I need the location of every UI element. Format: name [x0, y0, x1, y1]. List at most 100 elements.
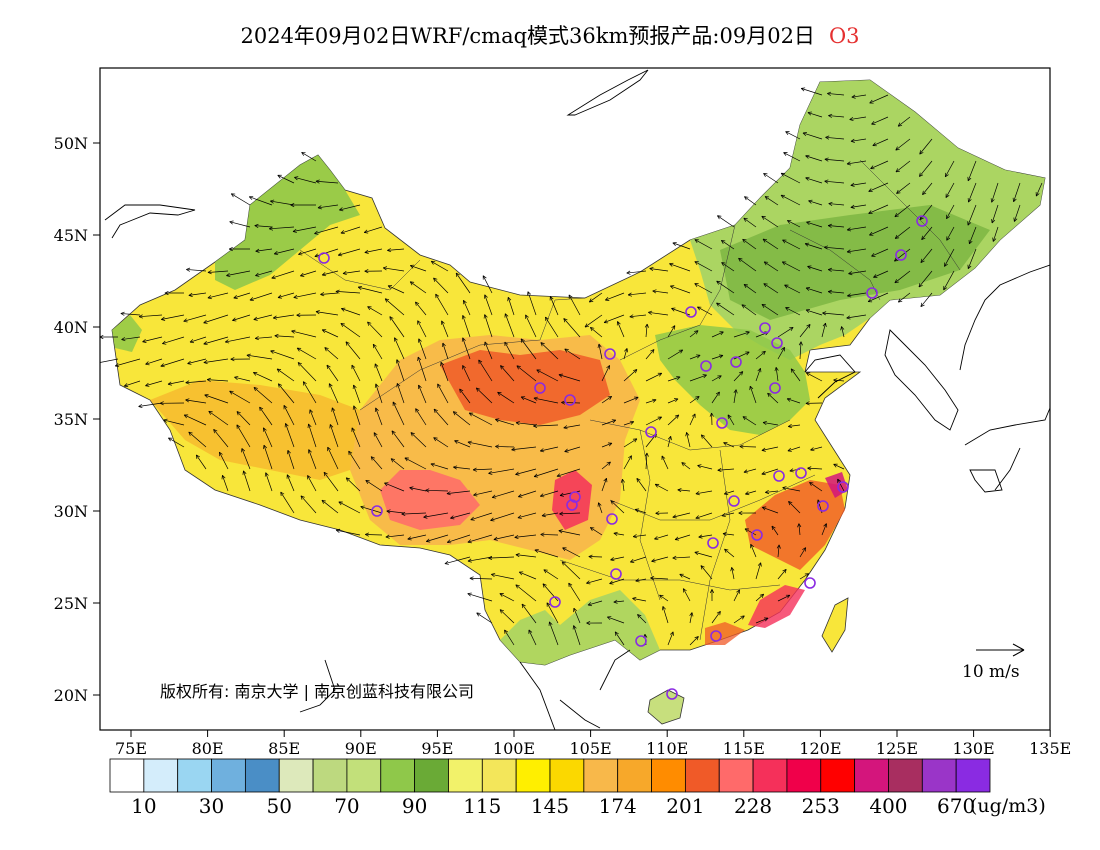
wind-arrowhead	[689, 612, 694, 617]
wind-arrow	[301, 152, 317, 162]
wind-arrowhead	[517, 514, 522, 519]
wind-arrowhead	[717, 215, 722, 220]
wind-arrow	[556, 468, 581, 477]
wind-arrowhead	[345, 477, 351, 482]
wind-arrow	[504, 341, 515, 360]
wind-arrow	[667, 398, 679, 404]
wind-arrowhead	[745, 351, 750, 356]
wind-arrowhead	[189, 339, 195, 344]
wind-arrow	[300, 495, 317, 514]
wind-arrow	[519, 571, 537, 580]
wind-arrowhead	[847, 293, 852, 298]
wind-arrowhead	[142, 338, 147, 343]
wind-arrowhead	[387, 285, 393, 289]
wind-arrowhead	[386, 509, 391, 514]
wind-arrow	[525, 314, 537, 338]
wind-arrowhead	[636, 478, 641, 483]
wind-arrow	[203, 314, 229, 324]
wind-arrowhead	[186, 267, 191, 272]
station-marker	[610, 568, 622, 580]
wind-arrow	[511, 446, 537, 451]
wind-arrowhead	[802, 547, 807, 552]
wind-arrowhead	[614, 631, 619, 636]
wind-arrowhead	[669, 631, 674, 636]
reference-vector-label: 10 m/s	[962, 662, 1020, 682]
wind-arrowhead	[679, 573, 684, 578]
wind-arrow	[568, 294, 581, 316]
wind-arrowhead	[540, 448, 545, 453]
wind-arrow	[922, 182, 933, 195]
wind-arrow	[633, 534, 647, 537]
wind-arrowhead	[946, 236, 951, 241]
wind-arrow	[847, 292, 867, 297]
wind-arrow	[780, 172, 801, 184]
wind-arrowhead	[425, 538, 431, 543]
wind-arrow	[828, 269, 845, 272]
wind-arrow	[271, 270, 295, 279]
wind-arrow	[824, 180, 845, 184]
wind-arrowhead	[654, 536, 659, 541]
wind-arrow	[777, 594, 791, 602]
wind-arrow	[469, 577, 493, 580]
wind-arrowhead	[185, 398, 190, 403]
wind-arrow	[328, 383, 339, 404]
wind-arrowhead	[167, 381, 172, 386]
zone-orange-tibet-west	[150, 380, 360, 480]
wind-arrow	[945, 182, 955, 198]
wind-arrowhead	[894, 257, 899, 262]
wind-arrow	[645, 416, 662, 426]
lon-tick-label: 135E	[1029, 739, 1071, 758]
wind-arrow	[623, 396, 639, 404]
legend-swatch	[820, 758, 856, 793]
legend-swatch	[684, 758, 720, 793]
lat-tick-label: 50N	[54, 134, 88, 153]
wind-arrow	[724, 490, 735, 495]
station-marker	[318, 252, 330, 264]
wind-arrowhead	[718, 354, 724, 359]
wind-arrowhead	[382, 266, 388, 271]
wind-arrow	[780, 194, 801, 206]
lat-tick-label: 30N	[54, 502, 88, 521]
wind-arrowhead	[270, 350, 275, 354]
wind-arrow	[992, 226, 999, 242]
wind-arrowhead	[161, 316, 166, 321]
wind-arrowhead	[321, 329, 327, 334]
wind-arrowhead	[827, 91, 832, 96]
wind-arrowhead	[661, 455, 666, 460]
wind-arrowhead	[300, 272, 305, 277]
wind-arrowhead	[373, 432, 378, 437]
wind-arrowhead	[632, 596, 637, 602]
wind-arrow	[771, 525, 779, 536]
wind-arrowhead	[410, 432, 415, 437]
wind-arrowhead	[840, 326, 845, 331]
wind-arrowhead	[764, 617, 769, 622]
wind-arrow	[601, 478, 607, 492]
wind-arrowhead	[695, 515, 700, 520]
wind-arrow	[777, 347, 785, 360]
wind-arrow	[563, 424, 581, 429]
station-marker	[730, 356, 742, 368]
wind-arrowhead	[384, 482, 389, 487]
wind-arrowhead	[351, 364, 356, 370]
station-marker	[606, 513, 618, 525]
wind-arrowhead	[763, 173, 768, 177]
wind-arrow	[919, 138, 933, 155]
wind-arrowhead	[404, 457, 409, 462]
wind-arrow	[872, 138, 889, 146]
wind-arrowhead	[851, 94, 856, 99]
wind-arrowhead	[716, 302, 721, 307]
wind-arrow	[645, 452, 648, 470]
wind-arrowhead	[206, 377, 211, 382]
wind-arrow	[207, 292, 229, 299]
wind-arrowhead	[393, 337, 398, 342]
wind-arrow	[846, 314, 867, 319]
wind-arrow	[533, 397, 559, 404]
wind-arrowhead	[648, 310, 653, 315]
wind-arrowhead	[823, 245, 829, 250]
wind-arrow	[444, 556, 471, 565]
wind-arrowhead	[409, 486, 414, 491]
wind-arrowhead	[771, 525, 776, 531]
wind-arrowhead	[203, 360, 208, 365]
wind-arrow	[463, 300, 471, 316]
wind-arrow	[345, 341, 361, 360]
